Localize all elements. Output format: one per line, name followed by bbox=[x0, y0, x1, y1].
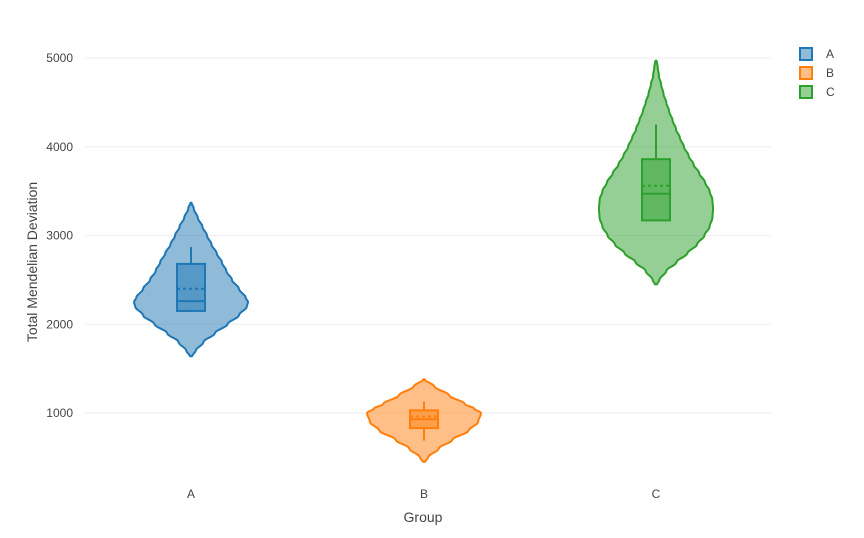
x-tick-label: B bbox=[420, 487, 428, 501]
x-tick-labels: A B C bbox=[187, 487, 661, 501]
legend: ABC bbox=[799, 47, 835, 99]
box-A bbox=[176, 262, 206, 312]
x-tick-label: C bbox=[652, 487, 661, 501]
y-axis-title: Total Mendelian Deviation bbox=[24, 182, 40, 342]
violin-A bbox=[133, 201, 249, 358]
violins bbox=[133, 59, 714, 463]
y-tick-label: 3000 bbox=[46, 229, 73, 243]
violin-B bbox=[366, 378, 482, 463]
legend-label-A: A bbox=[826, 47, 834, 61]
legend-item-B[interactable]: B bbox=[799, 66, 834, 80]
y-tick-label: 1000 bbox=[46, 406, 73, 420]
x-tick-label: A bbox=[187, 487, 195, 501]
legend-swatch-B bbox=[799, 66, 813, 80]
legend-swatch-C bbox=[799, 85, 813, 99]
legend-item-A[interactable]: A bbox=[799, 47, 834, 61]
y-tick-label: 4000 bbox=[46, 140, 73, 154]
y-tick-labels: 1000 2000 3000 4000 5000 bbox=[46, 51, 73, 420]
box-C bbox=[641, 158, 671, 222]
violin-C bbox=[598, 59, 714, 286]
y-tick-label: 2000 bbox=[46, 317, 73, 331]
legend-label-C: C bbox=[826, 85, 835, 99]
y-tick-label: 5000 bbox=[46, 51, 73, 65]
legend-label-B: B bbox=[826, 66, 834, 80]
x-axis-title: Group bbox=[404, 509, 443, 525]
legend-item-C[interactable]: C bbox=[799, 85, 835, 99]
legend-swatch-A bbox=[799, 47, 813, 61]
